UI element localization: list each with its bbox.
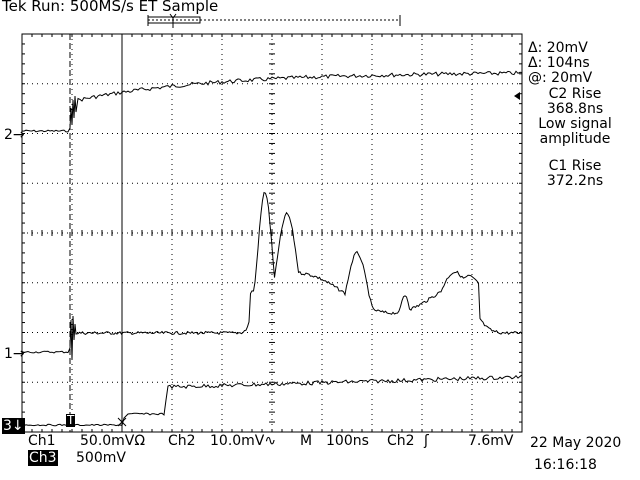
c2-warning-line-2: amplitude [539, 131, 611, 147]
trigger-level: 7.6mV [468, 433, 514, 449]
cursor-delta-time: Δ: 104ns [528, 55, 590, 71]
channel-1-trace [21, 191, 523, 361]
ch3-scale: 500mV [76, 450, 126, 466]
c2-rise-value: 368.8ns [546, 101, 604, 117]
cursor-delta-voltage: Δ: 20mV [528, 40, 588, 56]
ch2-label: Ch2 [168, 433, 196, 449]
cursor-cross-icon [117, 417, 127, 427]
ch1-label: Ch1 [28, 433, 56, 449]
ch3-label: Ch3 [28, 450, 58, 466]
trigger-level-arrow-icon [514, 92, 520, 100]
ch2-scale: 10.0mV∿ [210, 433, 277, 449]
c1-rise-label: C1 Rise [548, 158, 602, 174]
ch1-scale: 50.0mVΩ [80, 433, 146, 449]
c2-warning-line-1: Low signal [538, 116, 612, 132]
c2-rise-label: C2 Rise [548, 86, 602, 102]
trigger-slope-icon: ʃ [424, 433, 429, 449]
c1-rise-value: 372.2ns [546, 173, 604, 189]
timebase-value: 100ns [326, 433, 369, 449]
trigger-position-marker: T [66, 413, 76, 427]
trigger-source: Ch2 [387, 433, 415, 449]
date-display: 22 May 2020 [530, 435, 622, 451]
record-position-bar [147, 13, 401, 28]
channel-3-trace [21, 374, 523, 427]
graticule [21, 33, 523, 433]
ch2-ground-marker: 2→ [4, 127, 25, 143]
ch1-ground-marker: 1→ [4, 346, 25, 362]
timebase-label: M [300, 433, 313, 449]
scope-status-title: Tek Run: 500MS/s ET Sample [2, 0, 219, 15]
cursor-at-voltage: @: 20mV [528, 70, 593, 86]
channel-2-trace [21, 70, 523, 133]
time-display: 16:16:18 [534, 457, 597, 473]
ch3-ground-marker: 3↓ [2, 418, 25, 434]
